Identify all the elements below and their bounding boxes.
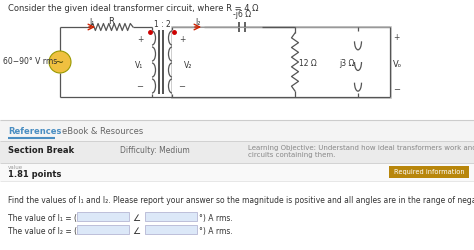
Text: −: −: [393, 85, 400, 94]
Text: +: +: [137, 35, 143, 44]
Text: Consider the given ideal transformer circuit, where R = 4 Ω: Consider the given ideal transformer cir…: [8, 4, 258, 13]
Text: −: −: [137, 82, 144, 91]
Text: V₁: V₁: [135, 61, 143, 70]
Text: value: value: [8, 164, 23, 169]
Text: R: R: [109, 17, 114, 26]
Text: ∠: ∠: [132, 213, 140, 222]
Bar: [0, 120, 474, 150]
Text: Learning Objective: Understand how ideal transformers work and how to analyze
ci: Learning Objective: Understand how ideal…: [248, 144, 474, 157]
Text: I₂: I₂: [195, 18, 201, 27]
Bar: [77, 212, 129, 221]
Text: The value of I₁ = (: The value of I₁ = (: [8, 213, 77, 222]
Bar: [145, 212, 197, 221]
Text: °) A rms.: °) A rms.: [199, 226, 233, 235]
Bar: [0, 142, 474, 163]
Text: °) A rms.: °) A rms.: [199, 213, 233, 222]
Text: Difficulty: Medium: Difficulty: Medium: [120, 146, 190, 154]
Text: +: +: [393, 33, 400, 42]
Bar: [77, 225, 129, 234]
Text: +: +: [179, 35, 185, 44]
Bar: [145, 225, 197, 234]
Text: −: −: [179, 82, 185, 91]
Text: 12 Ω: 12 Ω: [299, 59, 317, 68]
Bar: [171, 27, 391, 99]
Text: I₁: I₁: [90, 18, 95, 27]
Text: eBook & Resources: eBook & Resources: [62, 126, 143, 136]
Text: ∠: ∠: [132, 226, 140, 235]
Text: V₂: V₂: [184, 61, 192, 70]
Bar: [0, 0, 474, 120]
Text: Vₒ: Vₒ: [393, 60, 402, 69]
Circle shape: [49, 52, 71, 74]
Text: j3 Ω: j3 Ω: [339, 59, 355, 68]
Text: Find the values of I₁ and I₂. Please report your answer so the magnitude is posi: Find the values of I₁ and I₂. Please rep…: [8, 195, 474, 204]
Text: 60−90° V rms: 60−90° V rms: [3, 57, 57, 66]
Text: Section Break: Section Break: [8, 146, 74, 154]
Text: Required information: Required information: [394, 168, 465, 174]
Text: 1.81 points: 1.81 points: [8, 169, 61, 178]
Text: 1 : 2: 1 : 2: [154, 20, 170, 29]
Bar: [389, 166, 469, 178]
Text: ~: ~: [55, 58, 64, 68]
Bar: [0, 181, 474, 250]
Text: -j6 Ω: -j6 Ω: [233, 10, 251, 19]
Text: References: References: [8, 126, 61, 136]
Text: The value of I₂ = (: The value of I₂ = (: [8, 226, 77, 235]
Bar: [0, 163, 474, 181]
